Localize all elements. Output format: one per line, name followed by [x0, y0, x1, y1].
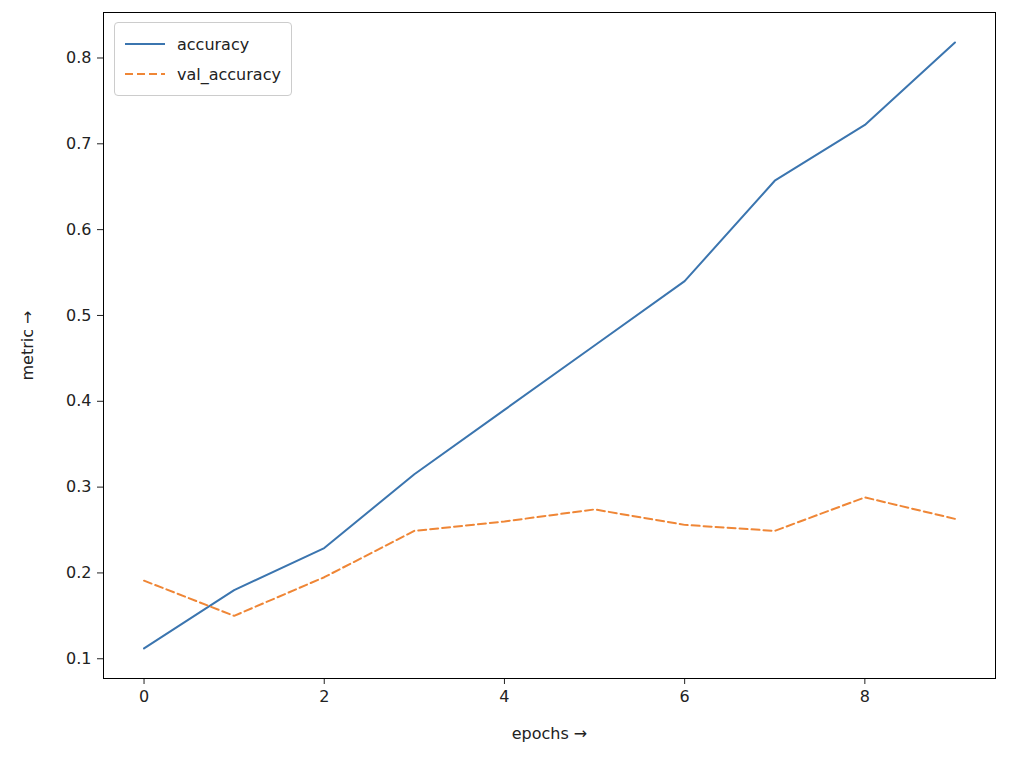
svg-text:0.1: 0.1: [66, 649, 91, 668]
html-text:accuracy: accuracy: [177, 34, 250, 54]
html-text:val_accuracy: val_accuracy: [177, 64, 281, 84]
svg-text:2: 2: [319, 687, 329, 706]
svg-text:4: 4: [499, 687, 509, 706]
svg-text:0.3: 0.3: [66, 477, 91, 496]
svg-text:metric →: metric →: [18, 310, 37, 380]
svg-text:0.4: 0.4: [66, 391, 91, 410]
svg-text:0.7: 0.7: [66, 134, 91, 153]
svg-text:0.6: 0.6: [66, 220, 91, 239]
svg-text:6: 6: [680, 687, 690, 706]
svg-text:0.8: 0.8: [66, 48, 91, 67]
svg-text:0: 0: [139, 687, 149, 706]
svg-text:epochs →: epochs →: [512, 724, 588, 743]
svg-text:0.2: 0.2: [66, 563, 91, 582]
svg-text:0.5: 0.5: [66, 306, 91, 325]
svg-text:8: 8: [860, 687, 870, 706]
